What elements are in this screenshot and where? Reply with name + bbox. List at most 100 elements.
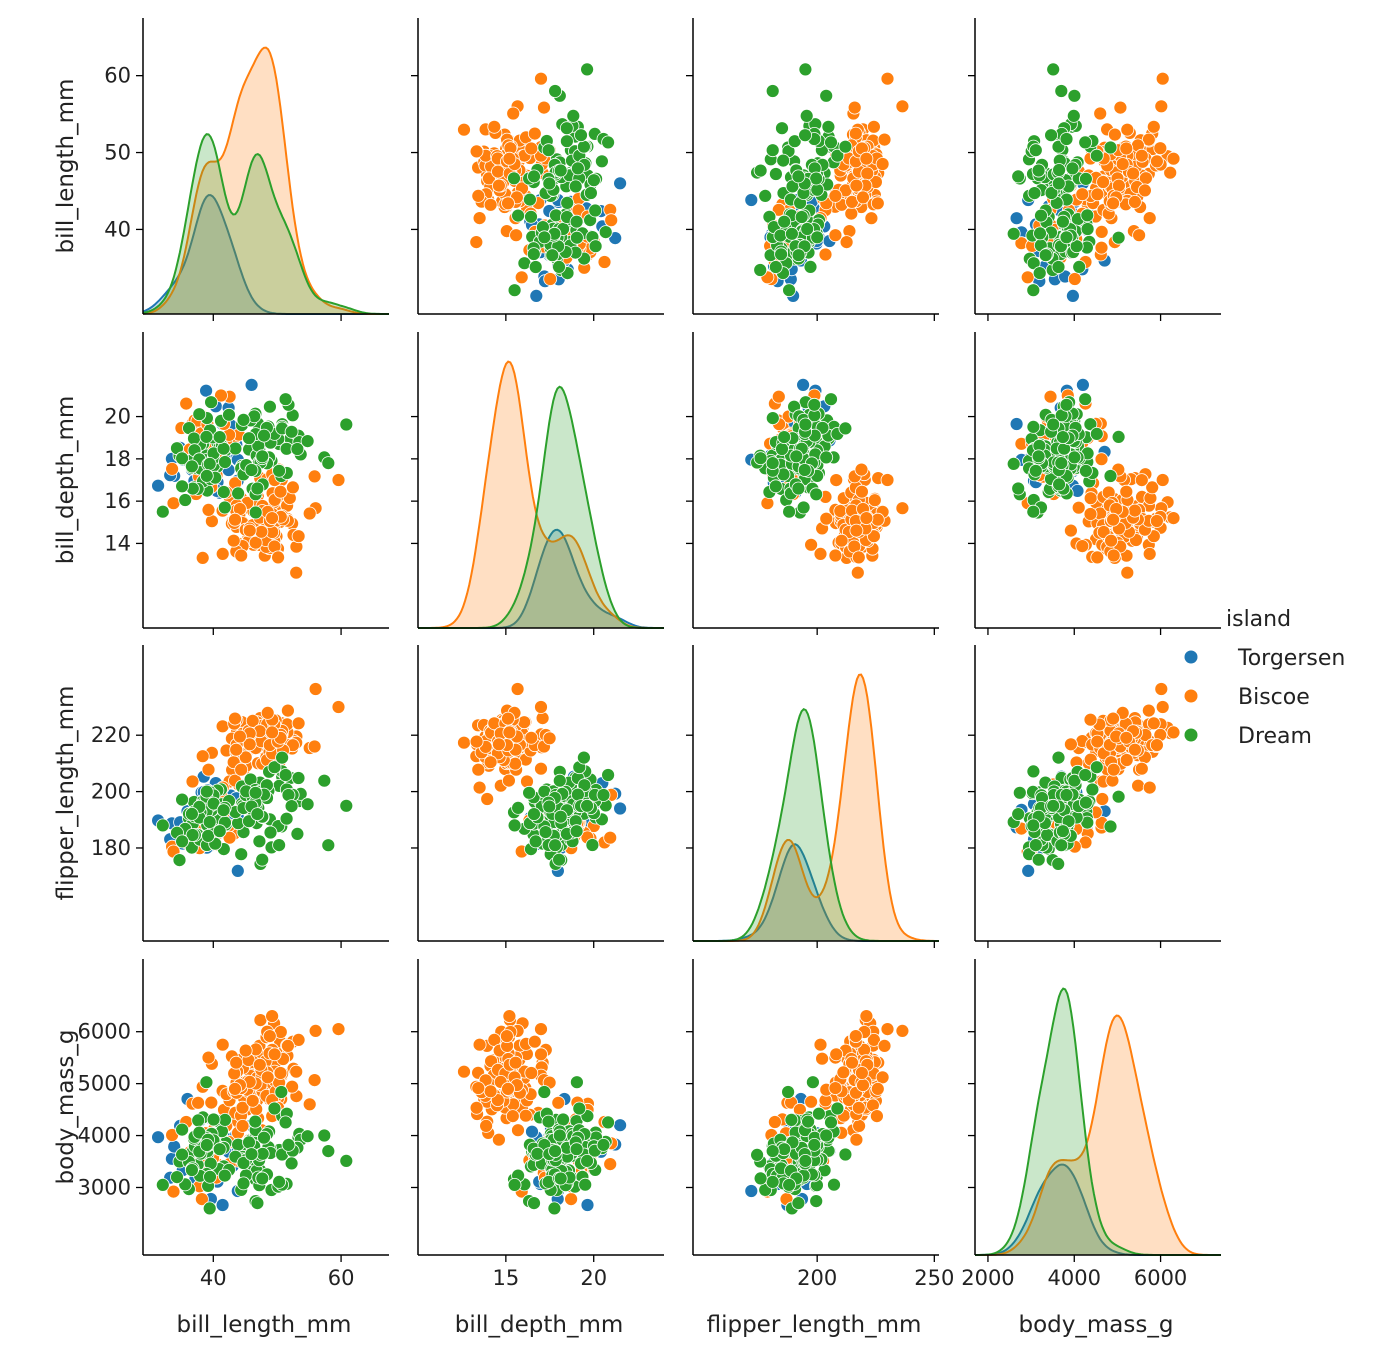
scatter-point-biscoe <box>851 550 866 565</box>
scatter-point-dream <box>569 214 584 229</box>
scatter-point-dream <box>290 442 305 456</box>
scatter-point-dream <box>236 412 251 427</box>
scatter-point-dream <box>511 801 525 815</box>
scatter-point-biscoe <box>191 1095 206 1110</box>
scatter-point-dream <box>799 109 814 123</box>
x-tick-label: 2000 <box>961 1266 1014 1290</box>
scatter-point-biscoe <box>1142 780 1157 795</box>
scatter-point-dream <box>1052 477 1066 492</box>
scatter-point-biscoe <box>499 1029 514 1043</box>
scatter-point-dream <box>1044 186 1059 200</box>
scatter-point-dream <box>801 1114 815 1129</box>
scatter-point-biscoe <box>472 780 487 795</box>
scatter-point-dream <box>782 1178 796 1192</box>
scatter-point-dream <box>234 847 249 862</box>
scatter-point-biscoe <box>285 480 300 495</box>
scatter-point-dream <box>206 1112 221 1127</box>
scatter-point-dream <box>242 1135 256 1150</box>
legend-label-dream: Dream <box>1238 724 1312 749</box>
kde-fill-dream <box>143 134 389 314</box>
scatter-point-torgersen <box>580 1198 595 1212</box>
scatter-point-dream <box>1103 819 1118 834</box>
scatter-point-biscoe <box>875 157 890 171</box>
scatter-point-dream <box>775 442 789 456</box>
scatter-point-biscoe <box>603 1157 618 1171</box>
scatter-point-dream <box>569 1142 584 1157</box>
scatter-point-biscoe <box>564 1192 578 1206</box>
scatter-point-biscoe <box>457 1064 471 1079</box>
scatter-point-dream <box>528 834 543 849</box>
scatter-point-dream <box>267 1101 282 1116</box>
scatter-point-biscoe <box>1146 716 1161 731</box>
scatter-point-dream <box>838 139 853 154</box>
scatter-point-biscoe <box>1083 712 1098 727</box>
scatter-point-dream <box>765 143 780 158</box>
scatter-point-dream <box>838 421 853 436</box>
scatter-point-dream <box>199 784 214 799</box>
scatter-point-biscoe <box>1134 148 1149 163</box>
scatter-point-dream <box>806 1075 820 1090</box>
scatter-point-dream <box>548 838 562 853</box>
scatter-point-dream <box>248 785 263 800</box>
scatter-point-biscoe <box>1093 106 1108 121</box>
scatter-point-biscoe <box>510 682 525 696</box>
scatter-point-dream <box>1054 84 1069 98</box>
scatter-point-dream <box>830 1101 845 1116</box>
scatter-point-dream <box>552 852 566 867</box>
scatter-point-biscoe <box>864 211 879 226</box>
scatter-point-dream <box>542 176 557 191</box>
scatter-point-biscoe <box>1166 151 1181 166</box>
x-tick-label: 15 <box>492 1266 519 1290</box>
scatter-point-dream <box>595 154 609 169</box>
scatter-point-dream <box>275 750 290 765</box>
kde-line-biscoe <box>142 46 389 315</box>
scatter-point-biscoe <box>491 178 506 193</box>
scatter-point-dream <box>1111 230 1126 245</box>
scatter-point-dream <box>250 807 265 821</box>
scatter-point-torgersen <box>529 288 544 303</box>
scatter-point-biscoe <box>291 716 306 731</box>
scatter-point-dream <box>1080 208 1095 223</box>
scatter-point-dream <box>300 434 315 449</box>
scatter-point-dream <box>1079 795 1093 810</box>
scatter-point-dream <box>774 247 788 262</box>
scatter-point-biscoe <box>501 1082 515 1096</box>
scatter-point-dream <box>1056 214 1070 229</box>
scatter-point-biscoe <box>265 511 280 525</box>
scatter-point-dream <box>1031 852 1046 867</box>
scatter-point-dream <box>317 773 332 788</box>
scatter-point-dream <box>339 417 354 432</box>
scatter-point-biscoe <box>524 730 539 745</box>
scatter-point-biscoe <box>1155 71 1170 86</box>
y-tick-label: 4000 <box>78 1124 131 1148</box>
scatter-point-dream <box>824 135 838 150</box>
scatter-point-dream <box>212 1142 227 1157</box>
scatter-point-dream <box>553 163 568 178</box>
scatter-point-biscoe <box>870 512 885 527</box>
scatter-point-biscoe <box>520 774 534 789</box>
scatter-point-biscoe <box>1132 228 1146 243</box>
panel-flipper_length_mm-vs-body_mass_g <box>968 645 1221 948</box>
scatter-point-biscoe <box>265 725 280 740</box>
scatter-point-biscoe <box>1120 565 1135 580</box>
y-tick-label: 14 <box>104 531 131 555</box>
scatter-point-biscoe <box>527 126 542 141</box>
scatter-point-biscoe <box>1154 682 1169 696</box>
scatter-point-dream <box>809 1194 824 1208</box>
scatter-point-biscoe <box>308 682 323 696</box>
scatter-point-biscoe <box>828 228 843 243</box>
scatter-point-torgersen <box>1076 377 1090 392</box>
scatter-point-dream <box>785 226 799 241</box>
scatter-point-dream <box>791 248 806 263</box>
panel-body_mass_g-vs-body_mass_g: 2000 4000 6000 <box>961 959 1221 1290</box>
scatter-point-biscoe <box>511 1123 525 1138</box>
scatter-point-biscoe <box>1094 452 1109 467</box>
scatter-point-dream <box>187 431 201 446</box>
scatter-point-biscoe <box>307 1073 322 1087</box>
scatter-point-dream <box>559 121 574 136</box>
y-axis-label-flipper_length_mm: flipper_length_mm <box>53 686 79 901</box>
scatter-point-dream <box>821 119 836 134</box>
scatter-point-dream <box>530 1146 545 1161</box>
scatter-point-dream <box>175 1147 190 1162</box>
scatter-point-dream <box>1011 807 1026 821</box>
